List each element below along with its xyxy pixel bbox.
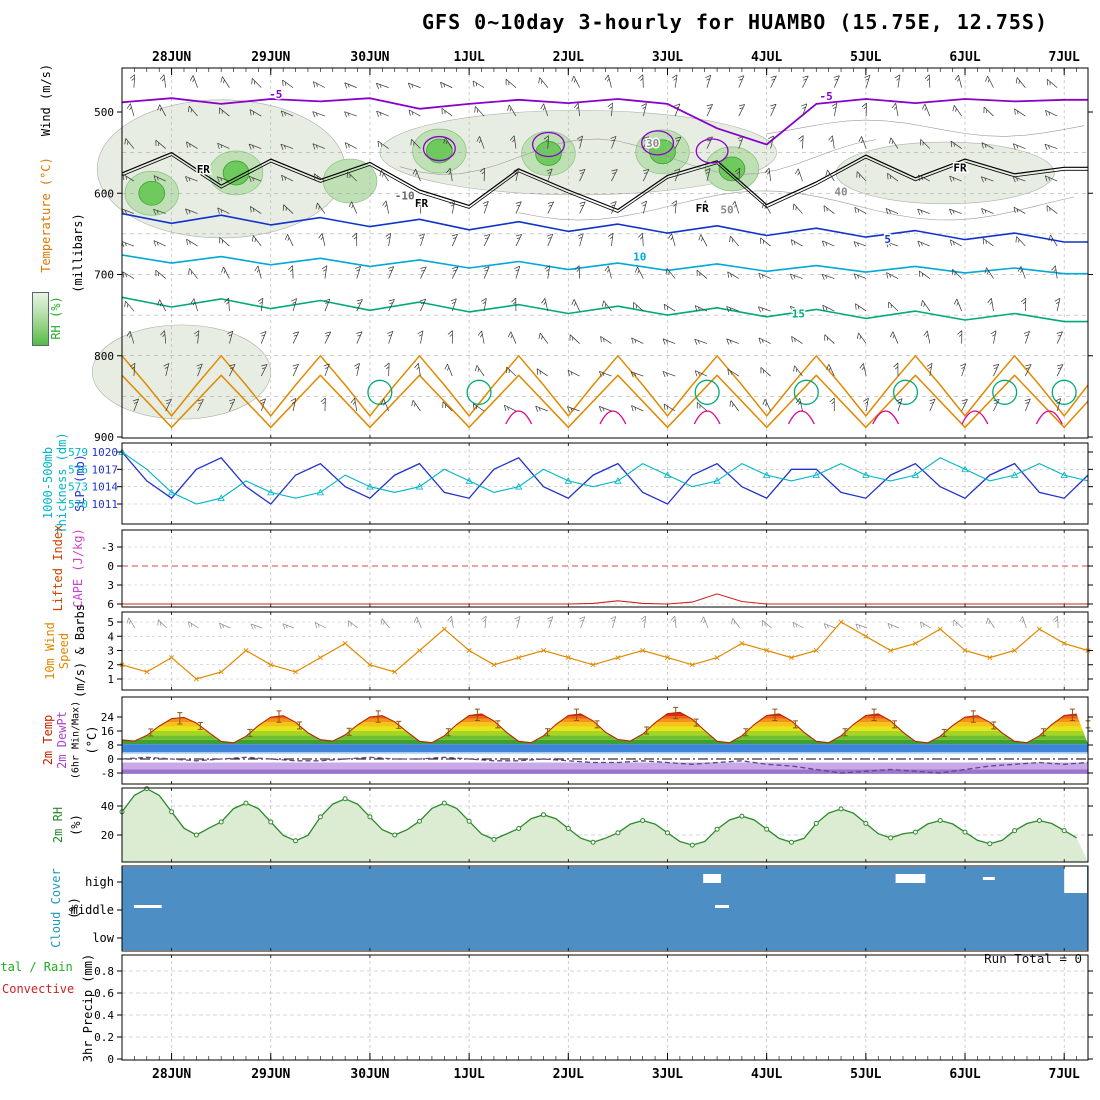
svg-text:1JUL: 1JUL — [453, 50, 484, 65]
svg-text:FR: FR — [696, 202, 710, 215]
svg-text:30JUN: 30JUN — [350, 50, 389, 65]
svg-text:700: 700 — [94, 269, 114, 282]
svg-text:FR: FR — [415, 197, 429, 210]
svg-text:576: 576 — [68, 463, 88, 476]
svg-text:16: 16 — [101, 725, 114, 738]
svg-text:6JUL: 6JUL — [949, 1067, 980, 1082]
svg-text:5JUL: 5JUL — [850, 1067, 881, 1082]
svg-text:0.8: 0.8 — [94, 965, 114, 978]
svg-text:5: 5 — [107, 616, 114, 629]
panel-slp-thickness: 1020 579 1017 576 1014 573 1011 570 — [68, 442, 1093, 525]
panel-upper-air: -5 -5 FR FR FR FR 5 10 15 30 40 50 -10 500 600 700 800 90… — [91, 50, 1093, 444]
svg-text:900: 900 — [94, 431, 114, 444]
svg-text:500: 500 — [94, 106, 114, 119]
chart-title: GFS 0~10day 3-hourly for HUAMBO (15.75E,… — [422, 10, 1048, 34]
svg-text:high: high — [85, 875, 114, 889]
svg-text:0.2: 0.2 — [94, 1031, 114, 1044]
svg-text:800: 800 — [94, 350, 114, 363]
svg-text:2JUL: 2JUL — [553, 50, 584, 65]
svg-text:1020: 1020 — [92, 446, 119, 459]
svg-text:FR: FR — [197, 163, 211, 176]
svg-text:0: 0 — [107, 1053, 114, 1066]
svg-text:30JUN: 30JUN — [350, 1067, 389, 1082]
svg-text:0: 0 — [107, 753, 114, 766]
ylabel-total-rain: Total / Rain — [0, 960, 73, 974]
panel-lifted-index: -3 0 3 6 — [101, 529, 1093, 611]
svg-text:-8: -8 — [101, 767, 114, 780]
svg-text:0: 0 — [107, 560, 114, 573]
svg-text:30: 30 — [646, 137, 659, 150]
svg-text:-5: -5 — [820, 90, 833, 103]
svg-text:2JUL: 2JUL — [553, 1067, 584, 1082]
rh-colorbar — [32, 292, 49, 346]
svg-text:28JUN: 28JUN — [152, 50, 191, 65]
svg-text:4: 4 — [107, 630, 114, 643]
svg-text:7JUL: 7JUL — [1049, 1067, 1080, 1082]
svg-text:5: 5 — [884, 233, 891, 246]
svg-text:579: 579 — [68, 446, 88, 459]
svg-text:20: 20 — [101, 829, 114, 842]
svg-text:1014: 1014 — [92, 481, 119, 494]
panel-cloud-cover: high middle low — [71, 865, 1089, 952]
svg-text:29JUN: 29JUN — [251, 1067, 290, 1082]
svg-text:2: 2 — [107, 659, 114, 672]
svg-text:1: 1 — [107, 673, 114, 686]
svg-text:40: 40 — [834, 186, 847, 199]
svg-text:6JUL: 6JUL — [949, 50, 980, 65]
svg-text:7JUL: 7JUL — [1049, 50, 1080, 65]
svg-text:28JUN: 28JUN — [152, 1067, 191, 1082]
svg-text:-5: -5 — [269, 88, 282, 101]
svg-text:8: 8 — [107, 739, 114, 752]
svg-text:50: 50 — [720, 204, 733, 217]
svg-text:573: 573 — [68, 481, 88, 494]
ylabel-convective: Convective — [2, 982, 75, 996]
svg-text:3JUL: 3JUL — [652, 50, 683, 65]
svg-text:4JUL: 4JUL — [751, 1067, 782, 1082]
panel-10m-wind: 54 321 — [107, 611, 1093, 691]
svg-text:0.6: 0.6 — [94, 987, 114, 1000]
svg-text:6: 6 — [107, 598, 114, 611]
svg-text:29JUN: 29JUN — [251, 50, 290, 65]
svg-text:5JUL: 5JUL — [850, 50, 881, 65]
svg-text:3: 3 — [107, 579, 114, 592]
svg-text:3: 3 — [107, 645, 114, 658]
svg-text:0.4: 0.4 — [94, 1009, 114, 1022]
svg-text:1JUL: 1JUL — [453, 1067, 484, 1082]
svg-text:1011: 1011 — [92, 498, 119, 511]
svg-text:40: 40 — [101, 800, 114, 813]
svg-text:FR: FR — [953, 161, 967, 174]
svg-text:570: 570 — [68, 498, 88, 511]
panel-precip: 0.8 0.6 0.4 0.2 0 28JUN 29JUN 30JUN 1JUL 2JUL 3JUL… — [94, 954, 1093, 1082]
svg-text:-3: -3 — [101, 541, 114, 554]
svg-text:600: 600 — [94, 187, 114, 200]
svg-text:24: 24 — [101, 711, 115, 724]
svg-text:low: low — [92, 931, 114, 945]
svg-text:15: 15 — [792, 308, 805, 321]
svg-text:middle: middle — [71, 903, 114, 917]
svg-text:4JUL: 4JUL — [751, 50, 782, 65]
svg-text:3JUL: 3JUL — [652, 1067, 683, 1082]
panel-2m-rh: 40 20 — [101, 786, 1093, 863]
svg-text:1017: 1017 — [92, 463, 119, 476]
svg-text:-10: -10 — [395, 190, 415, 203]
svg-text:10: 10 — [633, 251, 646, 264]
